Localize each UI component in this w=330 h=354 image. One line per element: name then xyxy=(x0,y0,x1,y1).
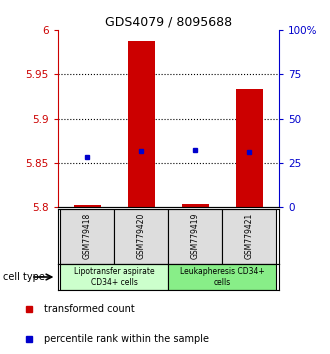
Bar xyxy=(182,205,209,207)
Text: Lipotransfer aspirate
CD34+ cells: Lipotransfer aspirate CD34+ cells xyxy=(74,267,155,287)
Bar xyxy=(60,264,168,290)
Title: GDS4079 / 8095688: GDS4079 / 8095688 xyxy=(105,16,232,29)
Text: GSM779418: GSM779418 xyxy=(83,213,92,259)
Text: GSM779420: GSM779420 xyxy=(137,213,146,259)
Bar xyxy=(128,41,155,207)
Text: cell type: cell type xyxy=(3,272,45,282)
Text: Leukapheresis CD34+
cells: Leukapheresis CD34+ cells xyxy=(180,267,265,287)
Bar xyxy=(60,209,115,264)
Bar xyxy=(236,88,263,207)
Text: percentile rank within the sample: percentile rank within the sample xyxy=(44,334,209,344)
Text: transformed count: transformed count xyxy=(44,304,135,314)
Bar xyxy=(168,209,222,264)
Bar xyxy=(74,205,101,207)
Bar xyxy=(168,264,276,290)
Text: GSM779421: GSM779421 xyxy=(245,213,254,259)
Bar xyxy=(222,209,276,264)
Bar xyxy=(115,209,168,264)
Text: GSM779419: GSM779419 xyxy=(191,213,200,259)
